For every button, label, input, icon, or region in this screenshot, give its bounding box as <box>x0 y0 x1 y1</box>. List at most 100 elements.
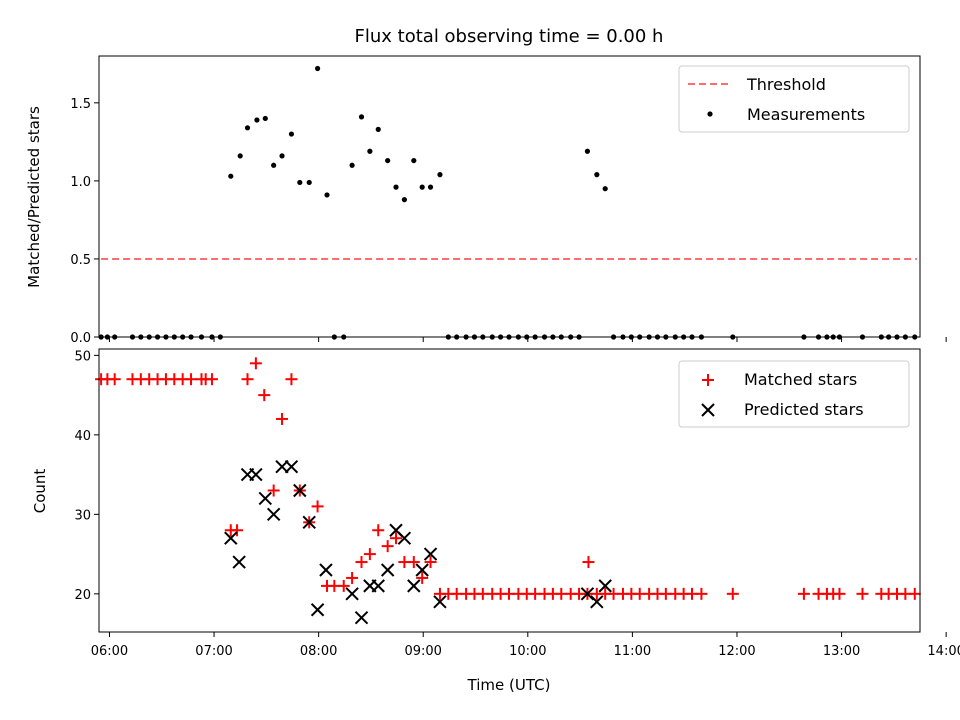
measurement-point <box>427 184 434 190</box>
predicted-star-marker <box>580 587 595 601</box>
bottom-y-tick-label: 50 <box>74 349 91 364</box>
predicted-star-marker <box>302 515 316 530</box>
top-legend: Threshold Measurements <box>678 65 910 133</box>
matched-star-marker <box>424 556 437 569</box>
matched-star-marker <box>582 556 595 569</box>
predicted-legend-label: Predicted stars <box>744 400 864 419</box>
top-y-tick-label: 1.0 <box>70 175 91 190</box>
x-tick-label: 08:00 <box>300 644 337 659</box>
matched-star-marker <box>695 587 708 600</box>
matched-star-marker <box>833 587 846 600</box>
predicted-star-marker <box>415 563 429 577</box>
matched-star-marker <box>276 412 289 425</box>
measurement-point <box>437 172 443 178</box>
matched-star-marker <box>372 524 385 537</box>
matched-star-marker <box>108 373 121 386</box>
predicted-star-marker <box>397 531 412 545</box>
measurement-point <box>288 131 295 137</box>
predicted-star-marker <box>598 579 612 593</box>
matched-star-marker <box>311 500 324 513</box>
x-axis-label: Time (UTC) <box>467 676 551 694</box>
measurements-legend-swatch <box>707 111 713 117</box>
measurement-point <box>228 173 234 179</box>
measurement-point <box>584 148 591 154</box>
matched-star-marker <box>363 548 376 561</box>
bottom-panel: 20 30 40 50 06:00 07:00 08:00 09:00 10:00 11:00 1… <box>31 348 960 694</box>
measurement-point <box>279 153 285 159</box>
matched-star-marker <box>407 556 420 569</box>
measurement-point <box>602 186 608 192</box>
x-tick-label: 07:00 <box>195 644 232 659</box>
predicted-star-marker <box>232 555 246 569</box>
measurement-point <box>401 197 407 203</box>
matched-star-marker <box>249 357 262 370</box>
matched-star-marker <box>797 587 810 600</box>
measurement-point <box>324 192 330 198</box>
measurement-point <box>237 153 243 159</box>
predicted-star-marker <box>310 603 325 617</box>
chart-title: Flux total observing time = 0.00 h <box>355 26 664 47</box>
x-tick-label: 06:00 <box>91 644 128 659</box>
predicted-stars-layer <box>224 459 612 625</box>
matched-star-marker <box>337 579 350 592</box>
predicted-star-marker <box>319 563 333 577</box>
measurement-point <box>314 65 321 72</box>
predicted-star-marker <box>266 507 281 522</box>
measurement-point <box>349 162 355 168</box>
matched-legend-swatch <box>702 374 714 386</box>
predicted-star-marker <box>380 563 395 577</box>
measurement-point <box>254 117 260 123</box>
measurement-point <box>393 184 399 190</box>
x-tick-label: 13:00 <box>823 644 860 659</box>
measurement-point <box>271 162 277 168</box>
matched-star-marker <box>267 484 280 497</box>
predicted-star-marker <box>371 579 385 593</box>
top-legend-box <box>678 65 910 133</box>
matched-star-marker <box>185 373 198 386</box>
matched-star-marker <box>390 532 403 545</box>
measurement-point <box>594 172 600 178</box>
measurement-point <box>385 157 391 164</box>
top-y-tick-label: 0.5 <box>70 253 91 268</box>
predicted-legend-swatch <box>701 403 715 417</box>
matched-legend-label: Matched stars <box>744 370 857 389</box>
matched-star-marker <box>285 373 298 386</box>
predicted-star-marker <box>249 467 263 482</box>
x-tick-label: 11:00 <box>614 644 651 659</box>
matched-stars-layer <box>95 357 921 600</box>
top-y-tick-label: 0.0 <box>70 331 91 346</box>
top-y-ticks: 0.0 0.5 1.0 1.5 <box>70 97 99 346</box>
top-y-axis-label: Matched/Predicted stars <box>25 106 43 288</box>
x-tick-label: 12:00 <box>718 644 755 659</box>
measurement-point <box>262 115 268 122</box>
predicted-star-marker <box>423 547 438 561</box>
predicted-star-marker <box>590 595 604 609</box>
bottom-legend: Matched stars Predicted stars <box>678 360 910 428</box>
measurements-legend-label: Measurements <box>747 105 865 124</box>
bottom-y-ticks: 20 30 40 50 <box>74 349 99 603</box>
measurement-point <box>297 179 303 186</box>
x-tick-label: 10:00 <box>509 644 546 659</box>
matched-star-marker <box>355 556 368 569</box>
predicted-star-marker <box>354 610 369 625</box>
measurement-point <box>306 179 312 186</box>
threshold-legend-label: Threshold <box>746 75 826 94</box>
measurement-point <box>411 157 417 164</box>
predicted-star-marker <box>345 587 359 601</box>
matched-star-marker <box>258 389 271 402</box>
measurement-point <box>375 126 381 132</box>
matched-star-marker <box>416 571 429 584</box>
matched-star-marker <box>381 540 394 553</box>
top-y-tick-label: 1.5 <box>70 97 91 112</box>
bottom-legend-box <box>678 360 910 428</box>
measurement-point <box>358 114 365 120</box>
matched-star-marker <box>346 571 359 584</box>
bottom-y-axis-label: Count <box>31 469 49 514</box>
predicted-star-marker <box>293 483 307 498</box>
matched-star-marker <box>205 373 218 386</box>
matched-star-marker <box>856 587 869 600</box>
predicted-star-marker <box>433 595 447 609</box>
x-tick-label: 09:00 <box>404 644 441 659</box>
matched-star-marker <box>241 373 254 386</box>
measurement-points-layer <box>98 65 918 340</box>
